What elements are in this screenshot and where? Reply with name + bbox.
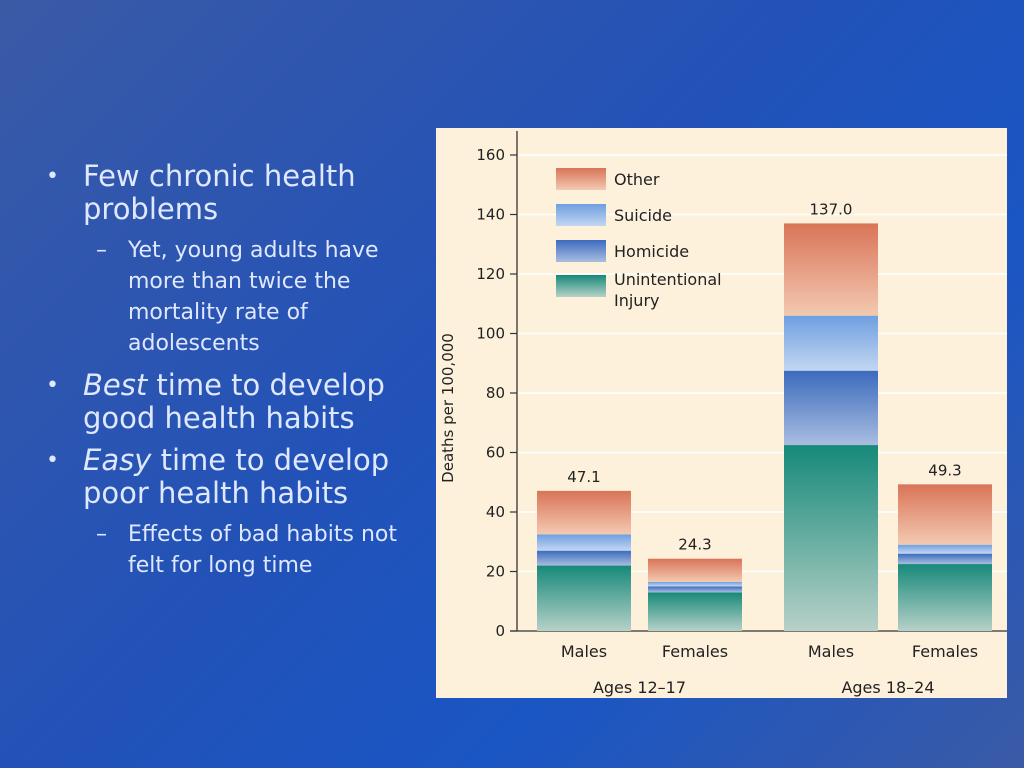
x-tick-label: Females [912,642,978,661]
bullet-dot-icon: • [46,448,59,473]
bullet-emphasis: Best [83,368,148,402]
bar-segment [648,581,742,587]
bullet-text: time to develop poor health habits [83,443,390,510]
legend-label: Other [614,170,660,189]
bar-total-label: 24.3 [678,536,711,554]
bullet-emphasis: Easy [83,443,152,477]
bar-segment [537,534,631,551]
bar-segment [648,558,742,582]
y-tick-label: 120 [476,265,505,283]
sub-bullet-item: – Yet, young adults have more than twice… [46,235,426,359]
bullet-item: • Best time to develop good health habit… [46,369,426,435]
bar-segment [784,370,878,446]
group-label: Ages 12–17 [593,678,686,697]
y-tick-label: 20 [486,563,505,581]
x-tick-label: Males [561,642,607,661]
y-tick-label: 80 [486,384,505,402]
y-tick-label: 140 [476,206,505,224]
bullet-text: Few chronic health problems [83,159,356,226]
legend-swatch [556,240,606,262]
chart-svg: 0 20 40 60 80 100 120 140 160 Deaths per 100,000 4… [439,131,1007,697]
dash-icon: – [96,238,107,263]
legend-label-line: Unintentional [614,270,722,289]
y-tick-label: 60 [486,444,505,462]
legend-label: Unintentional Injury [614,270,722,310]
bar-total-label: 49.3 [928,461,961,479]
y-tick-label: 40 [486,503,505,521]
x-tick-label: Males [808,642,854,661]
bar-segment [898,564,992,631]
bar-segment [648,586,742,593]
legend-swatch [556,275,606,297]
bullet-text: time to develop good health habits [83,368,385,435]
bar-segment [784,223,878,316]
sub-bullet-text: Yet, young adults have more than twice t… [128,238,379,356]
y-tick-label: 160 [476,146,505,164]
bullet-item: • Few chronic health problems [46,160,426,226]
group-label: Ages 18–24 [841,678,934,697]
bar-segment [898,544,992,554]
sub-bullet-item: – Effects of bad habits not felt for lon… [46,519,426,581]
legend-label: Suicide [614,206,672,225]
sub-bullet-text: Effects of bad habits not felt for long … [128,522,397,578]
legend-label: Homicide [614,242,689,261]
bar-segment [537,490,631,535]
bar-segment [898,553,992,565]
y-axis-label: Deaths per 100,000 [439,333,457,483]
bar-segment [784,445,878,631]
bullet-item: • Easy time to develop poor health habit… [46,444,426,510]
legend-label-line: Injury [614,291,660,310]
mortality-chart: 0 20 40 60 80 100 120 140 160 Deaths per 100,000 4… [436,128,1007,698]
legend-swatch [556,168,606,190]
bullet-list: • Few chronic health problems – Yet, you… [46,160,426,591]
bar-total-label: 137.0 [810,200,853,218]
legend-swatch [556,204,606,226]
y-tick-label: 100 [476,325,505,343]
bullet-dot-icon: • [46,164,59,189]
bar-segment [784,315,878,371]
bar-segment [648,592,742,631]
bar-segment [537,550,631,566]
bar-segment [537,565,631,631]
x-tick-label: Females [662,642,728,661]
dash-icon: – [96,522,107,547]
bar-segment [898,484,992,545]
y-tick-label: 0 [495,622,505,640]
bar-total-label: 47.1 [567,468,600,486]
bullet-dot-icon: • [46,373,59,398]
